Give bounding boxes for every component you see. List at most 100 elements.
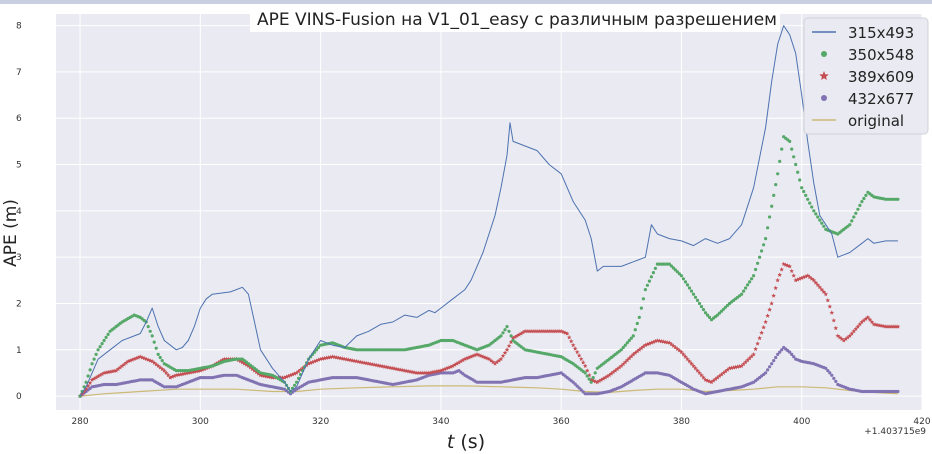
data-point <box>609 371 614 376</box>
data-point <box>824 366 828 370</box>
grid <box>56 14 923 410</box>
data-point <box>759 330 764 335</box>
data-point <box>318 356 323 361</box>
data-point <box>869 319 875 324</box>
data-point <box>815 282 820 287</box>
y-tick-label: 5 <box>16 161 22 171</box>
series-350x548 <box>78 135 900 398</box>
data-point <box>767 307 772 312</box>
x-offset-label: +1.403715e9 <box>864 427 926 437</box>
legend-item-original: original <box>812 112 904 130</box>
data-point <box>317 345 321 350</box>
data-point <box>707 315 712 319</box>
data-point <box>174 372 179 378</box>
data-point <box>713 376 718 382</box>
data-point <box>806 197 810 201</box>
data-point <box>643 288 648 292</box>
data-point <box>591 376 595 380</box>
data-point <box>839 336 845 341</box>
data-point <box>568 338 574 344</box>
data-point <box>570 342 576 348</box>
data-point <box>226 356 231 361</box>
data-point <box>719 309 724 313</box>
legend-swatch <box>821 95 827 101</box>
legend-label: 432x677 <box>848 90 914 108</box>
data-point <box>721 370 726 375</box>
data-point <box>100 342 104 346</box>
data-point <box>98 345 102 349</box>
data-point <box>89 377 95 382</box>
data-point <box>322 355 327 361</box>
data-point <box>761 325 766 330</box>
data-point <box>631 352 636 357</box>
data-point <box>857 321 863 327</box>
data-point <box>711 378 716 383</box>
data-point <box>792 155 796 159</box>
data-point <box>774 355 778 360</box>
data-point <box>129 357 135 362</box>
data-point <box>768 365 772 369</box>
data-point <box>709 379 714 385</box>
data-point <box>534 328 540 334</box>
data-point <box>133 355 139 361</box>
data-point <box>802 189 806 194</box>
legend-item-350x548: 350x548 <box>821 46 914 64</box>
data-point <box>180 371 185 376</box>
data-point <box>198 368 203 373</box>
data-point <box>675 270 680 274</box>
data-point <box>631 334 635 338</box>
data-point <box>641 297 646 301</box>
data-point <box>587 377 591 381</box>
legend-label: 389x609 <box>848 68 914 86</box>
data-point <box>629 336 633 340</box>
y-axis-label: APE (m) <box>1 199 21 267</box>
y-tick-label: 2 <box>16 299 22 309</box>
data-point <box>719 372 724 377</box>
data-point <box>850 219 854 223</box>
data-point <box>156 352 160 356</box>
x-tick-label: 400 <box>793 417 810 427</box>
data-point <box>256 371 261 376</box>
data-point <box>627 355 632 361</box>
data-point <box>811 277 816 283</box>
data-point <box>687 359 692 364</box>
data-point <box>106 332 110 336</box>
data-point <box>858 203 862 207</box>
data-point <box>300 365 305 371</box>
data-point <box>667 340 672 345</box>
data-point <box>829 310 835 315</box>
data-point <box>783 262 788 267</box>
data-point <box>649 340 654 345</box>
data-point <box>135 355 141 360</box>
data-point <box>745 357 750 363</box>
data-point <box>683 354 688 359</box>
x-tick-label: 300 <box>192 417 209 427</box>
data-point <box>127 358 133 363</box>
x-tick-label: 340 <box>432 417 449 427</box>
data-point <box>117 365 123 370</box>
window-top-strip <box>0 0 932 4</box>
data-point <box>562 330 568 335</box>
legend-item-389x609: 389x609 <box>819 68 914 86</box>
data-point <box>200 367 205 372</box>
data-point <box>735 364 740 369</box>
data-point <box>188 370 193 375</box>
data-point <box>625 357 630 363</box>
data-point <box>834 379 838 383</box>
data-point <box>746 283 750 287</box>
data-point <box>831 318 837 323</box>
data-point <box>585 374 589 378</box>
data-point <box>621 361 626 366</box>
data-point <box>639 306 644 310</box>
data-point <box>96 348 100 352</box>
data-point <box>683 280 688 284</box>
data-point <box>603 375 608 380</box>
data-point <box>679 274 684 278</box>
y-tick-label: 7 <box>16 68 22 78</box>
data-point <box>293 383 297 387</box>
data-point <box>88 368 92 372</box>
data-point <box>705 313 710 317</box>
data-point <box>593 371 597 375</box>
data-point <box>793 277 798 283</box>
data-point <box>743 359 748 365</box>
